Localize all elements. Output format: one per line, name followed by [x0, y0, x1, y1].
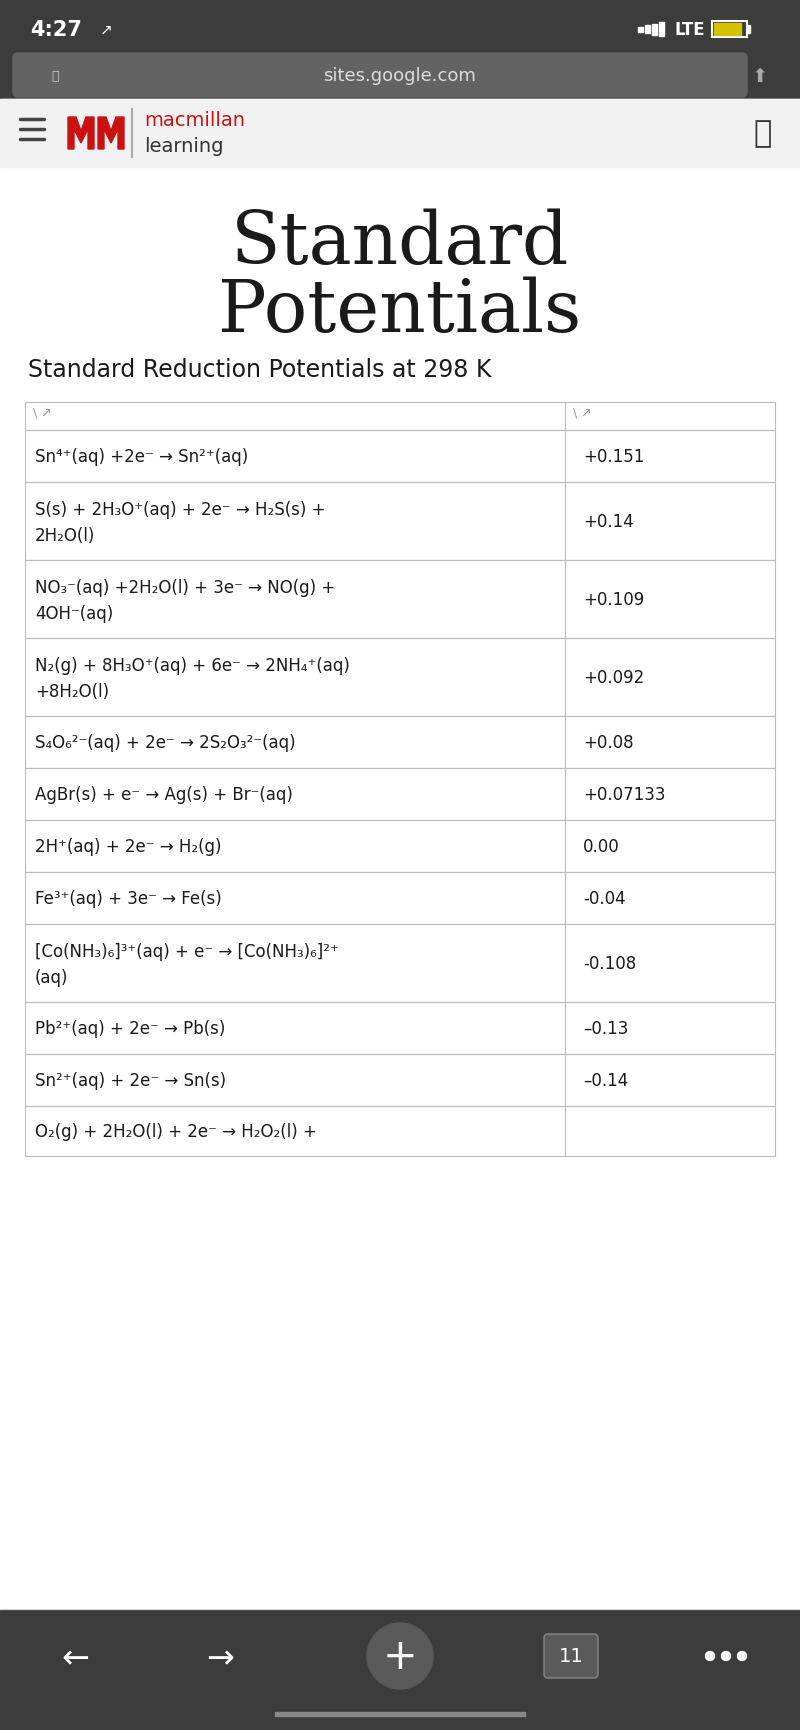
Bar [25, 1054, 775, 1107]
Bar [25, 1002, 775, 1054]
Circle shape [738, 1652, 746, 1661]
Text: Standard: Standard [231, 208, 569, 279]
Text: \ ↗: \ ↗ [573, 407, 592, 419]
Bar [638, 28, 643, 33]
Bar [25, 872, 775, 924]
Text: ⬆: ⬆ [752, 66, 768, 85]
Bar [645, 26, 650, 35]
Circle shape [367, 1623, 433, 1688]
Text: Pb²⁺(aq) + 2e⁻ → Pb(s): Pb²⁺(aq) + 2e⁻ → Pb(s) [35, 1019, 226, 1038]
Text: +0.14: +0.14 [583, 512, 634, 531]
Text: 0.00: 0.00 [583, 837, 620, 856]
FancyBboxPatch shape [544, 1635, 598, 1678]
Text: S(s) + 2H₃O⁺(aq) + 2e⁻ → H₂S(s) +
2H₂O(l): S(s) + 2H₃O⁺(aq) + 2e⁻ → H₂S(s) + 2H₂O(l… [35, 500, 326, 545]
Text: learning: learning [144, 137, 223, 156]
Text: N₂(g) + 8H₃O⁺(aq) + 6e⁻ → 2NH₄⁺(aq)
+8H₂O(l): N₂(g) + 8H₃O⁺(aq) + 6e⁻ → 2NH₄⁺(aq) +8H₂… [35, 657, 350, 701]
Text: +0.08: +0.08 [583, 734, 634, 751]
Bar [0, 0, 800, 52]
Bar [25, 924, 775, 1002]
Text: +: + [382, 1635, 418, 1676]
Bar [25, 820, 775, 872]
Text: Potentials: Potentials [218, 275, 582, 346]
Text: +0.109: +0.109 [583, 590, 644, 609]
Bar [25, 820, 775, 872]
Bar [25, 924, 775, 1002]
Text: Standard Reduction Potentials at 298 K: Standard Reduction Potentials at 298 K [28, 358, 491, 382]
Bar [25, 638, 775, 716]
Polygon shape [98, 118, 124, 151]
Bar [25, 561, 775, 638]
Text: [Co(NH₃)₆]³⁺(aq) + e⁻ → [Co(NH₃)₆]²⁺
(aq): [Co(NH₃)₆]³⁺(aq) + e⁻ → [Co(NH₃)₆]²⁺ (aq… [35, 943, 339, 986]
Bar [25, 1054, 775, 1107]
Bar [25, 716, 775, 768]
Bar [0, 100, 800, 1611]
Text: ←: ← [61, 1642, 89, 1675]
Bar [747, 26, 750, 35]
Bar [25, 403, 775, 431]
Text: O₂(g) + 2H₂O(l) + 2e⁻ → H₂O₂(l) +: O₂(g) + 2H₂O(l) + 2e⁻ → H₂O₂(l) + [35, 1123, 317, 1140]
Bar [25, 1107, 775, 1156]
Bar [25, 638, 775, 716]
Bar [25, 561, 775, 638]
Bar [652, 24, 657, 36]
Bar [25, 768, 775, 820]
Bar [712, 22, 747, 38]
Text: 2H⁺(aq) + 2e⁻ → H₂(g): 2H⁺(aq) + 2e⁻ → H₂(g) [35, 837, 222, 856]
Bar [659, 22, 664, 36]
Bar [275, 1713, 525, 1716]
Bar [25, 1002, 775, 1054]
Bar [25, 768, 775, 820]
Text: →: → [206, 1642, 234, 1675]
Polygon shape [68, 118, 94, 151]
Text: Sn²⁺(aq) + 2e⁻ → Sn(s): Sn²⁺(aq) + 2e⁻ → Sn(s) [35, 1071, 226, 1090]
Text: -0.108: -0.108 [583, 955, 636, 972]
Text: S₄O₆²⁻(aq) + 2e⁻ → 2S₂O₃²⁻(aq): S₄O₆²⁻(aq) + 2e⁻ → 2S₂O₃²⁻(aq) [35, 734, 296, 751]
Text: LTE: LTE [675, 21, 706, 40]
Text: -0.04: -0.04 [583, 889, 626, 908]
Circle shape [706, 1652, 714, 1661]
Text: ↗: ↗ [100, 22, 113, 38]
FancyBboxPatch shape [13, 54, 747, 99]
Bar [25, 431, 775, 483]
Bar [25, 716, 775, 768]
Text: +0.07133: +0.07133 [583, 785, 666, 803]
Bar [0, 52, 800, 100]
Text: –0.14: –0.14 [583, 1071, 628, 1090]
Text: macmillan: macmillan [144, 111, 245, 130]
Text: \ ↗: \ ↗ [33, 407, 52, 419]
Bar [25, 872, 775, 924]
Text: Fe³⁺(aq) + 3e⁻ → Fe(s): Fe³⁺(aq) + 3e⁻ → Fe(s) [35, 889, 222, 908]
Text: ⌕: ⌕ [754, 119, 772, 149]
Text: +0.092: +0.092 [583, 668, 644, 687]
Text: sites.google.com: sites.google.com [323, 67, 477, 85]
Text: AgBr(s) + e⁻ → Ag(s) + Br⁻(aq): AgBr(s) + e⁻ → Ag(s) + Br⁻(aq) [35, 785, 293, 803]
Bar [0, 100, 800, 168]
Circle shape [722, 1652, 730, 1661]
Text: 11: 11 [558, 1647, 583, 1666]
Text: NO₃⁻(aq) +2H₂O(l) + 3e⁻ → NO(g) +
4OH⁻(aq): NO₃⁻(aq) +2H₂O(l) + 3e⁻ → NO(g) + 4OH⁻(a… [35, 578, 335, 623]
Bar [25, 431, 775, 483]
Bar [25, 403, 775, 431]
Bar [714, 24, 741, 36]
Text: –0.13: –0.13 [583, 1019, 628, 1038]
Bar [25, 483, 775, 561]
Text: 4:27: 4:27 [30, 21, 82, 40]
Bar [0, 1611, 800, 1730]
Text: +0.151: +0.151 [583, 448, 644, 465]
Bar [25, 483, 775, 561]
Text: 🔒: 🔒 [51, 69, 58, 83]
Text: Sn⁴⁺(aq) +2e⁻ → Sn²⁺(aq): Sn⁴⁺(aq) +2e⁻ → Sn²⁺(aq) [35, 448, 248, 465]
Bar [25, 1107, 775, 1156]
